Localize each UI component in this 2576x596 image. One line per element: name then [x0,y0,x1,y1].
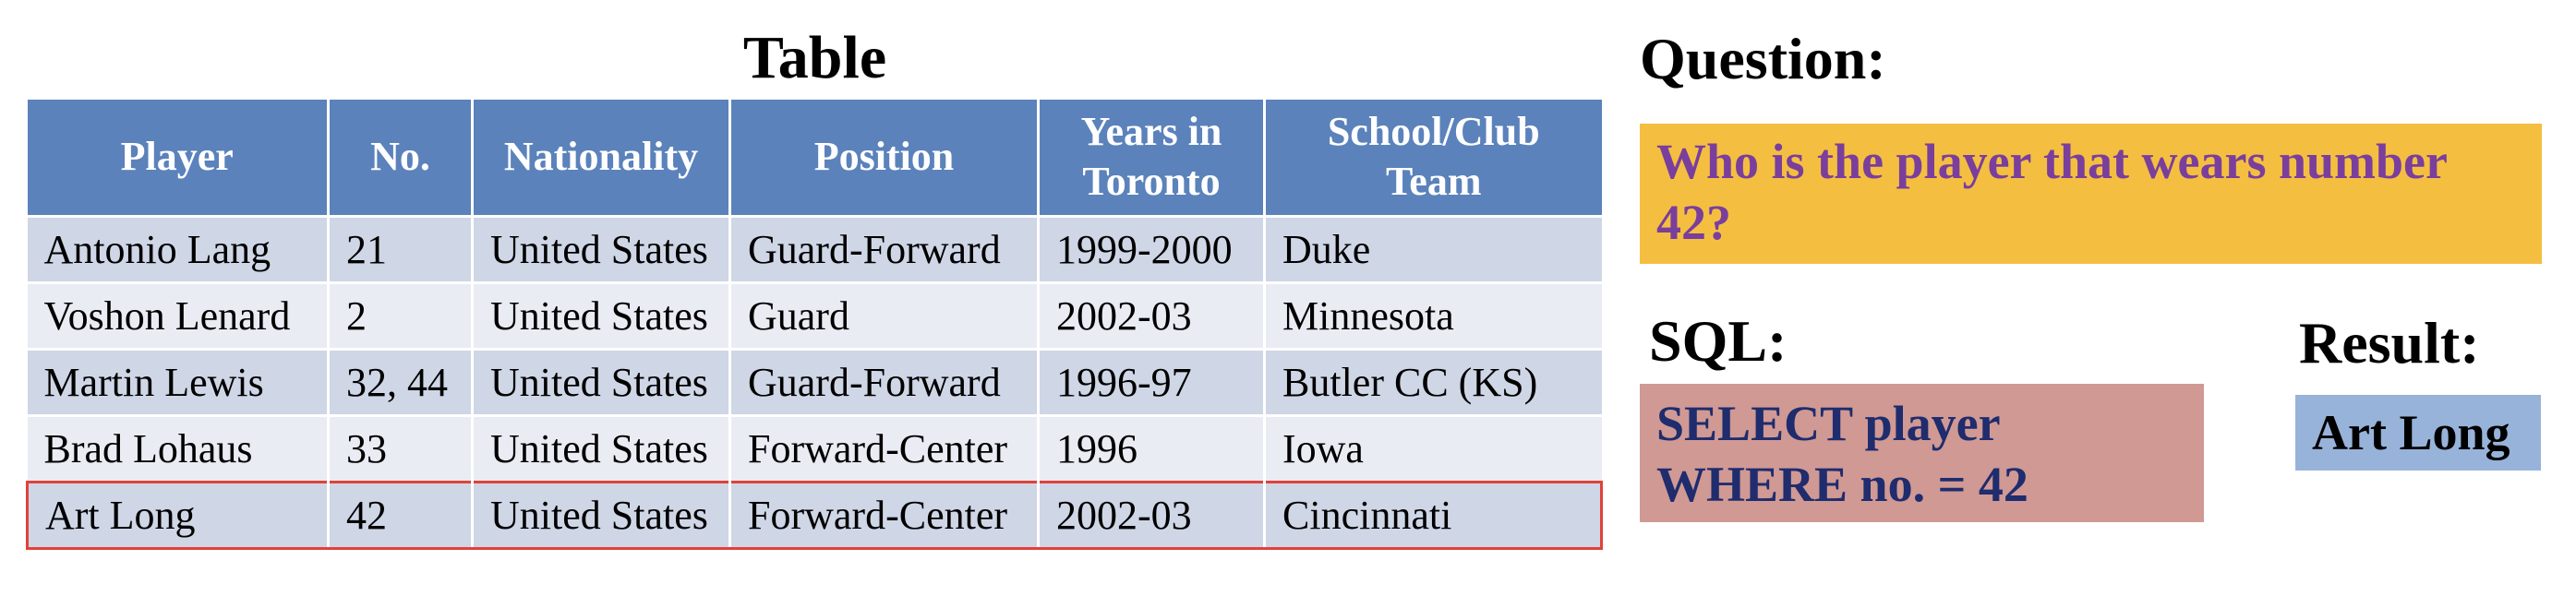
cell-years: 2002-03 [1038,480,1266,550]
header-position: Position [729,100,1040,216]
cell-number: 2 [328,280,474,349]
table-row: Brad Lohaus 33 United States Forward-Cen… [27,413,1602,482]
header-number: No. [328,100,474,216]
header-label: Toronto [1082,159,1221,205]
cell-player: Antonio Lang [27,214,330,282]
header-label: Position [813,134,955,180]
header-nationality: Nationality [472,100,731,216]
header-years-in-toronto: Years in Toronto [1038,100,1266,216]
cell-school: Duke [1264,214,1602,282]
table-header-row: Player No. Nationality Position Years in… [27,100,1602,216]
sql-line-where: WHERE no. = 42 [1656,457,2028,512]
cell-nationality: United States [472,280,731,349]
cell-player: Art Long [26,480,330,550]
cell-nationality: United States [472,214,731,282]
header-label: Player [120,134,234,180]
cell-nationality: United States [472,480,731,550]
cell-years: 2002-03 [1038,280,1266,349]
header-player: Player [27,100,330,216]
cell-years: 1996-97 [1038,347,1266,415]
header-label: Years in [1080,109,1222,155]
table-row: Martin Lewis 32, 44 United States Guard-… [27,347,1602,415]
table-row: Antonio Lang 21 United States Guard-Forw… [27,214,1602,282]
header-label: Nationality [503,134,699,180]
cell-player: Voshon Lenard [27,280,330,349]
cell-position: Guard-Forward [729,347,1040,415]
cell-number: 32, 44 [328,347,474,415]
sql-box: SELECT player WHERE no. = 42 [1640,384,2204,522]
header-label: No. [370,134,430,180]
cell-years: 1999-2000 [1038,214,1266,282]
cell-school: Cincinnati [1264,480,1603,550]
cell-position: Forward-Center [729,480,1040,550]
cell-player: Brad Lohaus [27,413,330,482]
cell-player: Martin Lewis [27,347,330,415]
sql-heading: SQL: [1649,308,1788,374]
question-box: Who is the player that wears number 42? [1640,124,2542,264]
cell-school: Iowa [1264,413,1602,482]
table-row: Voshon Lenard 2 United States Guard 2002… [27,280,1602,349]
cell-position: Forward-Center [729,413,1040,482]
cell-school: Minnesota [1264,280,1602,349]
cell-position: Guard-Forward [729,214,1040,282]
table-title: Table [742,24,887,91]
cell-position: Guard [729,280,1040,349]
header-label: Team [1386,159,1482,205]
data-table: Player No. Nationality Position Years in… [26,100,1603,550]
question-text: Who is the player that wears number 42? [1656,134,2448,250]
cell-number: 21 [328,214,474,282]
question-heading: Question: [1640,26,1886,91]
table-row-highlighted: Art Long 42 United States Forward-Center… [26,480,1603,550]
cell-school: Butler CC (KS) [1264,347,1602,415]
result-heading: Result: [2299,310,2480,375]
cell-nationality: United States [472,347,731,415]
cell-nationality: United States [472,413,731,482]
cell-number: 42 [328,480,474,550]
cell-years: 1996 [1038,413,1266,482]
result-box: Art Long [2295,395,2541,471]
sql-line-select: SELECT player [1656,396,2001,451]
header-school-club-team: School/Club Team [1264,100,1602,216]
cell-number: 33 [328,413,474,482]
result-value: Art Long [2312,405,2510,460]
header-label: School/Club [1327,109,1540,155]
